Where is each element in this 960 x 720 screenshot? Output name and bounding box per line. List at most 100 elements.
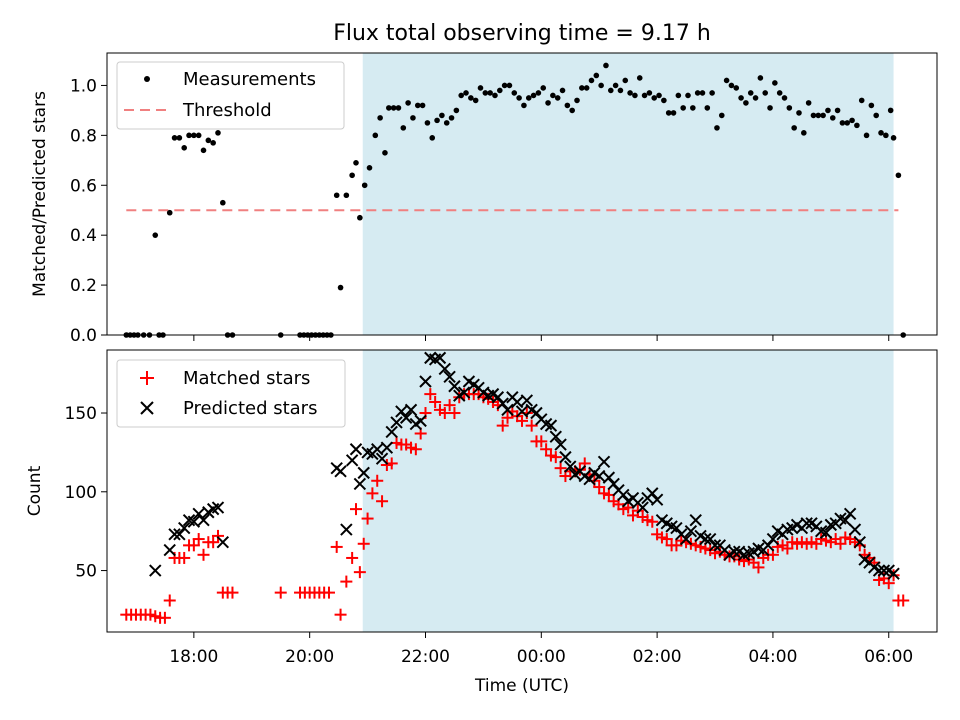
measurement-point xyxy=(820,112,826,119)
measurement-point xyxy=(636,75,643,81)
predicted-star-point xyxy=(607,477,620,491)
predicted-star-point xyxy=(703,532,717,546)
measurement-point xyxy=(382,150,388,156)
x-tick-label: 20:00 xyxy=(285,647,334,667)
predicted-star-point xyxy=(334,465,347,478)
matched-star-point xyxy=(834,537,847,550)
measurement-point xyxy=(603,62,609,69)
predicted-star-point xyxy=(848,523,862,536)
predicted-star-point xyxy=(149,564,162,577)
measurement-point xyxy=(873,112,879,119)
measurement-point xyxy=(646,90,653,96)
measurement-point xyxy=(554,95,561,101)
measurement-point xyxy=(516,95,522,101)
measurement-point xyxy=(530,92,537,99)
measurement-point xyxy=(390,105,397,111)
measurement-point xyxy=(458,92,464,99)
measurement-point xyxy=(448,115,455,121)
ratio-y-tick-label: 1.0 xyxy=(70,76,97,96)
measurement-point xyxy=(569,107,575,114)
predicted-star-point xyxy=(853,535,866,549)
matched-star-point xyxy=(366,487,379,500)
measurement-point xyxy=(714,125,720,131)
matched-star-point xyxy=(178,551,191,564)
predicted-star-point xyxy=(371,443,384,456)
measurement-point xyxy=(757,75,764,81)
count-y-tick-label: 150 xyxy=(65,404,97,424)
legend-measurements-label: Measurements xyxy=(183,69,316,90)
measurement-point xyxy=(386,105,392,111)
measurement-point xyxy=(550,92,556,99)
predicted-star-point xyxy=(385,425,398,439)
ratio-panel: 0.0 0.2 0.4 0.6 0.8 1.0 Matched/Predicted sta… xyxy=(30,52,938,346)
measurement-point xyxy=(472,97,479,104)
count-y-tick-label: 100 xyxy=(65,483,97,503)
count-panel: 50 100 150 18:00 20:00 22:00 00:00 02:00 04:00 0… xyxy=(25,349,938,696)
measurement-point xyxy=(337,284,344,291)
predicted-star-point xyxy=(699,532,712,546)
predicted-star-point xyxy=(510,395,524,409)
predicted-star-point xyxy=(178,521,191,535)
measurement-points xyxy=(123,62,907,338)
measurement-point xyxy=(776,90,783,96)
count-y-axis-label: Count xyxy=(25,465,45,516)
predicted-star-point xyxy=(689,513,702,527)
predicted-star-point xyxy=(597,455,611,469)
measurement-point xyxy=(728,82,735,89)
matched-star-point xyxy=(340,575,353,588)
ratio-y-tick-label: 0.4 xyxy=(70,226,97,246)
measurement-point xyxy=(333,192,340,199)
ratio-y-axis: 0.0 0.2 0.4 0.6 0.8 1.0 xyxy=(70,76,107,346)
measurement-point xyxy=(191,132,197,139)
predicted-star-point xyxy=(684,524,698,538)
measurement-point xyxy=(675,92,682,99)
measurement-point xyxy=(414,102,421,109)
matched-star-point xyxy=(207,536,220,549)
matched-star-point xyxy=(346,551,359,564)
measurement-point xyxy=(709,90,715,96)
matched-star-point xyxy=(516,414,528,427)
measurement-point xyxy=(195,132,202,139)
measurement-point xyxy=(895,172,902,179)
measurement-point xyxy=(434,117,440,124)
predicted-star-point xyxy=(414,414,427,428)
predicted-star-point xyxy=(192,507,205,521)
x-tick-label: 18:00 xyxy=(169,647,218,667)
matched-star-point xyxy=(330,540,343,553)
predicted-star-point xyxy=(419,375,432,388)
predicted-star-point xyxy=(197,513,210,527)
predicted-star-point xyxy=(345,454,359,467)
predicted-star-point xyxy=(340,523,353,536)
measurement-point xyxy=(665,110,672,116)
count-y-axis: 50 100 150 xyxy=(65,404,107,582)
measurement-point xyxy=(166,209,173,216)
predicted-star-point xyxy=(593,469,606,483)
matched-star-point xyxy=(424,388,437,401)
matched-star-point xyxy=(443,399,456,412)
measurement-point xyxy=(617,87,624,94)
measurement-point xyxy=(535,90,542,96)
matched-star-point xyxy=(549,451,562,464)
predicted-star-point xyxy=(375,452,389,465)
matched-star-point xyxy=(353,566,366,579)
legend-measurements-marker xyxy=(144,76,150,82)
measurement-point xyxy=(868,102,875,109)
predicted-star-point xyxy=(839,513,852,527)
matched-star-point xyxy=(593,481,606,494)
measurement-point xyxy=(887,107,894,114)
measurement-point xyxy=(883,132,889,139)
measurement-point xyxy=(786,105,793,111)
measurement-point xyxy=(863,132,870,139)
measurement-point xyxy=(482,90,489,96)
predicted-star-point xyxy=(583,472,596,486)
matched-star-point xyxy=(211,529,224,542)
predicted-star-point xyxy=(173,528,186,541)
predicted-star-point xyxy=(380,441,394,454)
predicted-star-point xyxy=(728,545,741,558)
measurement-point xyxy=(521,102,527,109)
measurement-point xyxy=(429,135,436,141)
measurement-point xyxy=(353,160,359,166)
predicted-star-point xyxy=(554,438,567,451)
measurement-point xyxy=(511,90,518,96)
measurement-point xyxy=(810,112,817,119)
